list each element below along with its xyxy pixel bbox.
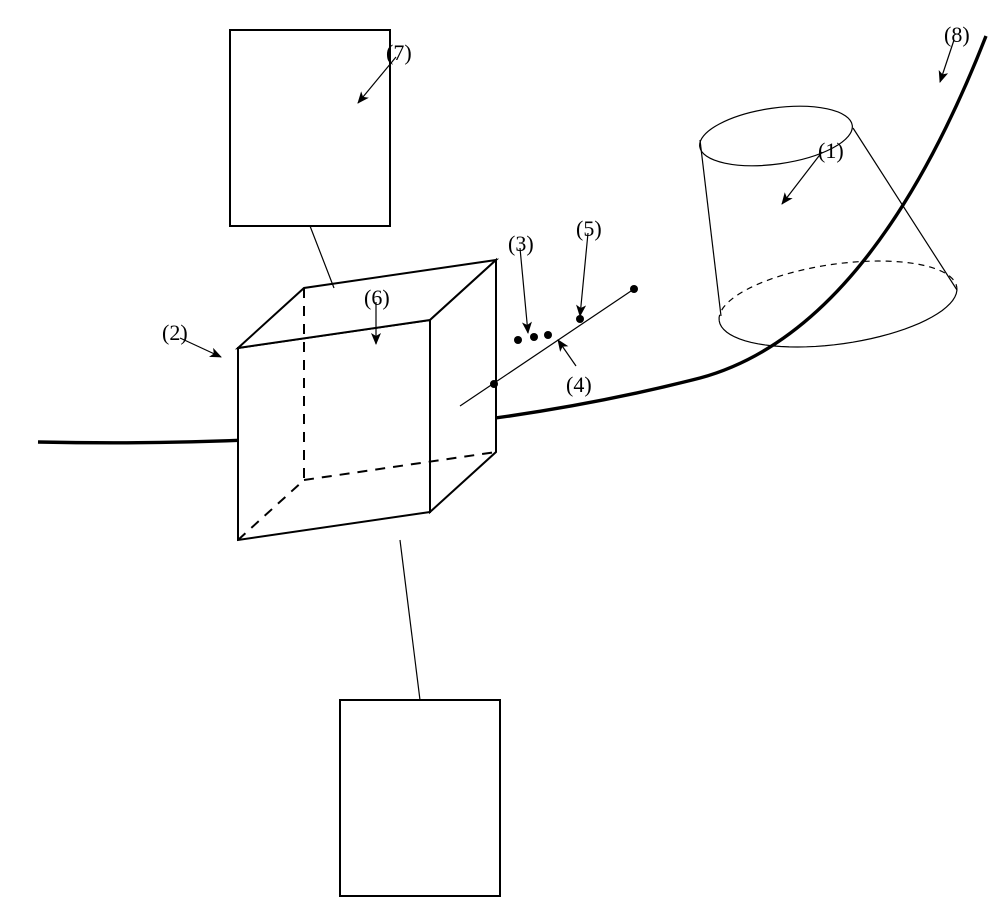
label-6: (6) [364, 285, 390, 311]
cube-front [238, 320, 430, 540]
label-4: (4) [566, 372, 592, 398]
cone-side-right [853, 128, 957, 290]
antenna-node-0 [490, 380, 498, 388]
antenna-node-4 [576, 315, 584, 323]
label-2: (2) [162, 320, 188, 346]
label-5: (5) [576, 216, 602, 242]
diagram-svg [0, 0, 1000, 901]
leader-arrow-5 [580, 233, 588, 316]
leader-arrow-3 [520, 248, 528, 333]
label-3: (3) [508, 231, 534, 257]
antenna-node-5 [630, 285, 638, 293]
label-7: (7) [386, 40, 412, 66]
antenna-node-3 [544, 331, 552, 339]
label-8: (8) [944, 22, 970, 48]
antenna-node-1 [514, 336, 522, 344]
label-1: (1) [818, 138, 844, 164]
panel-link-bottom [400, 540, 420, 700]
leader-arrow-4 [558, 340, 576, 366]
cone-side-left [700, 140, 721, 316]
panel-link-top [310, 226, 334, 288]
solar-panel-bottom [340, 700, 500, 896]
antenna-node-2 [530, 333, 538, 341]
cone-bottom-front [719, 287, 957, 347]
solar-panel-top [230, 30, 390, 226]
